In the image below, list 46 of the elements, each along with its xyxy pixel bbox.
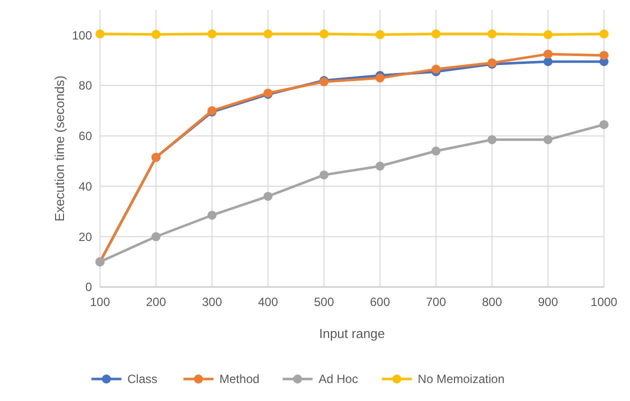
point [264, 192, 272, 201]
x-tick-label: 300 [202, 295, 222, 309]
x-axis-title: Input range [319, 326, 385, 341]
point [600, 29, 608, 38]
point [96, 29, 104, 38]
legend-label: Class [127, 372, 158, 386]
y-tick-label: 100 [72, 28, 92, 42]
point [432, 146, 440, 156]
point [376, 162, 384, 171]
point [432, 29, 440, 38]
point [432, 64, 440, 74]
point [152, 30, 160, 39]
point [376, 73, 384, 82]
point [600, 120, 608, 130]
x-tick-label: 1000 [590, 295, 618, 309]
y-tick-label: 20 [78, 230, 92, 244]
y-tick-label: 80 [78, 78, 92, 93]
point [152, 232, 160, 242]
point [488, 135, 496, 144]
x-tick-label: 200 [146, 295, 166, 309]
x-tick-label: 800 [482, 295, 502, 309]
point [320, 29, 328, 38]
legend-label: No Memoization [418, 372, 505, 386]
point [544, 30, 552, 40]
point [544, 50, 552, 59]
y-axis-title: Execution time (seconds) [52, 76, 67, 222]
legend-label: Ad Hoc [318, 372, 358, 386]
point [488, 29, 496, 38]
x-tick-label: 100 [90, 295, 110, 309]
point [544, 135, 552, 144]
legend-label: Method [219, 372, 260, 386]
y-tick-label: 60 [78, 129, 92, 144]
point [320, 170, 328, 180]
point [600, 50, 608, 60]
point [264, 29, 272, 38]
x-tick-label: 900 [538, 295, 558, 309]
x-tick-label: 500 [314, 295, 334, 309]
x-tick-label: 600 [370, 295, 390, 309]
x-tick-label: 700 [426, 295, 446, 309]
point [376, 30, 384, 40]
y-tick-label: 40 [78, 179, 92, 194]
point [208, 29, 216, 38]
point [208, 210, 216, 220]
point [544, 57, 552, 66]
y-tick-label: 0 [85, 280, 92, 294]
x-tick-label: 400 [258, 295, 278, 309]
